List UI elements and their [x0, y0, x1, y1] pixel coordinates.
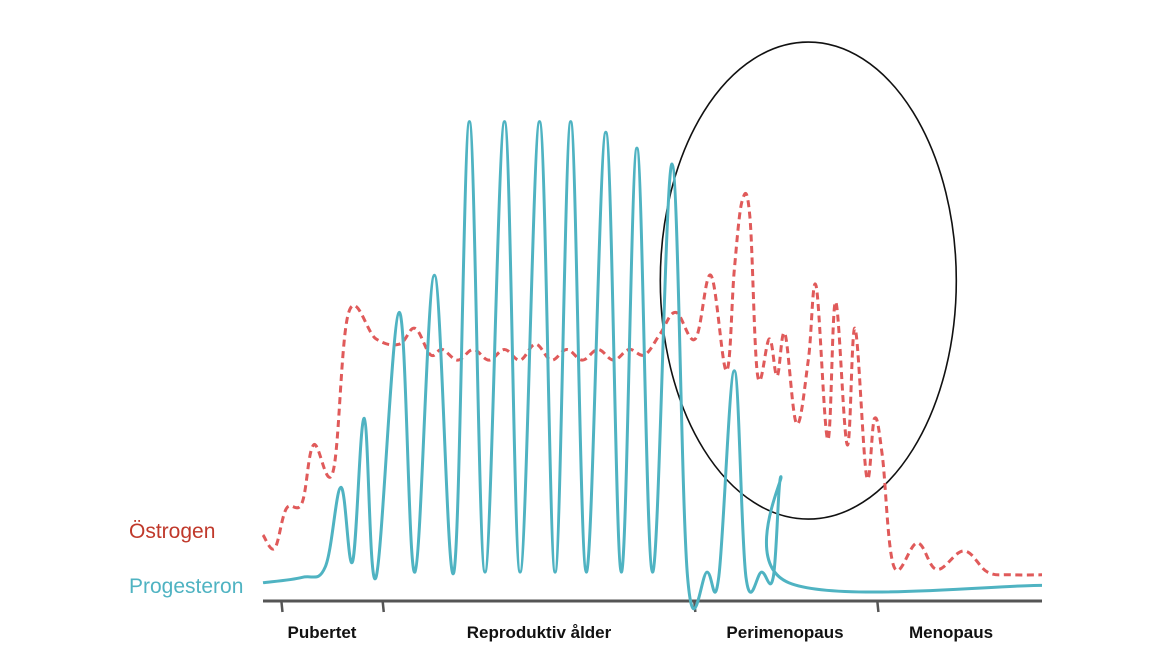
phase-tick: [876, 601, 880, 613]
phase-label: Pubertet: [288, 623, 357, 642]
series-line-progesteron: [262, 120, 1043, 611]
phase-label: Reproduktiv ålder: [467, 623, 612, 642]
series-line-ostrogen: [261, 192, 1043, 577]
phase-label: Perimenopaus: [726, 623, 843, 642]
phase-ticks: [280, 601, 880, 613]
phase-labels: Pubertet Reproduktiv ålder Perimenopaus Men…: [288, 623, 994, 642]
phase-label: Menopaus: [909, 623, 993, 642]
legend-label-ostrogen: Östrogen: [129, 520, 215, 543]
phase-tick: [381, 601, 385, 613]
legend-label-progesteron: Progesteron: [129, 575, 243, 598]
phase-tick: [280, 601, 284, 613]
perimenopause-ellipse: [659, 41, 958, 520]
